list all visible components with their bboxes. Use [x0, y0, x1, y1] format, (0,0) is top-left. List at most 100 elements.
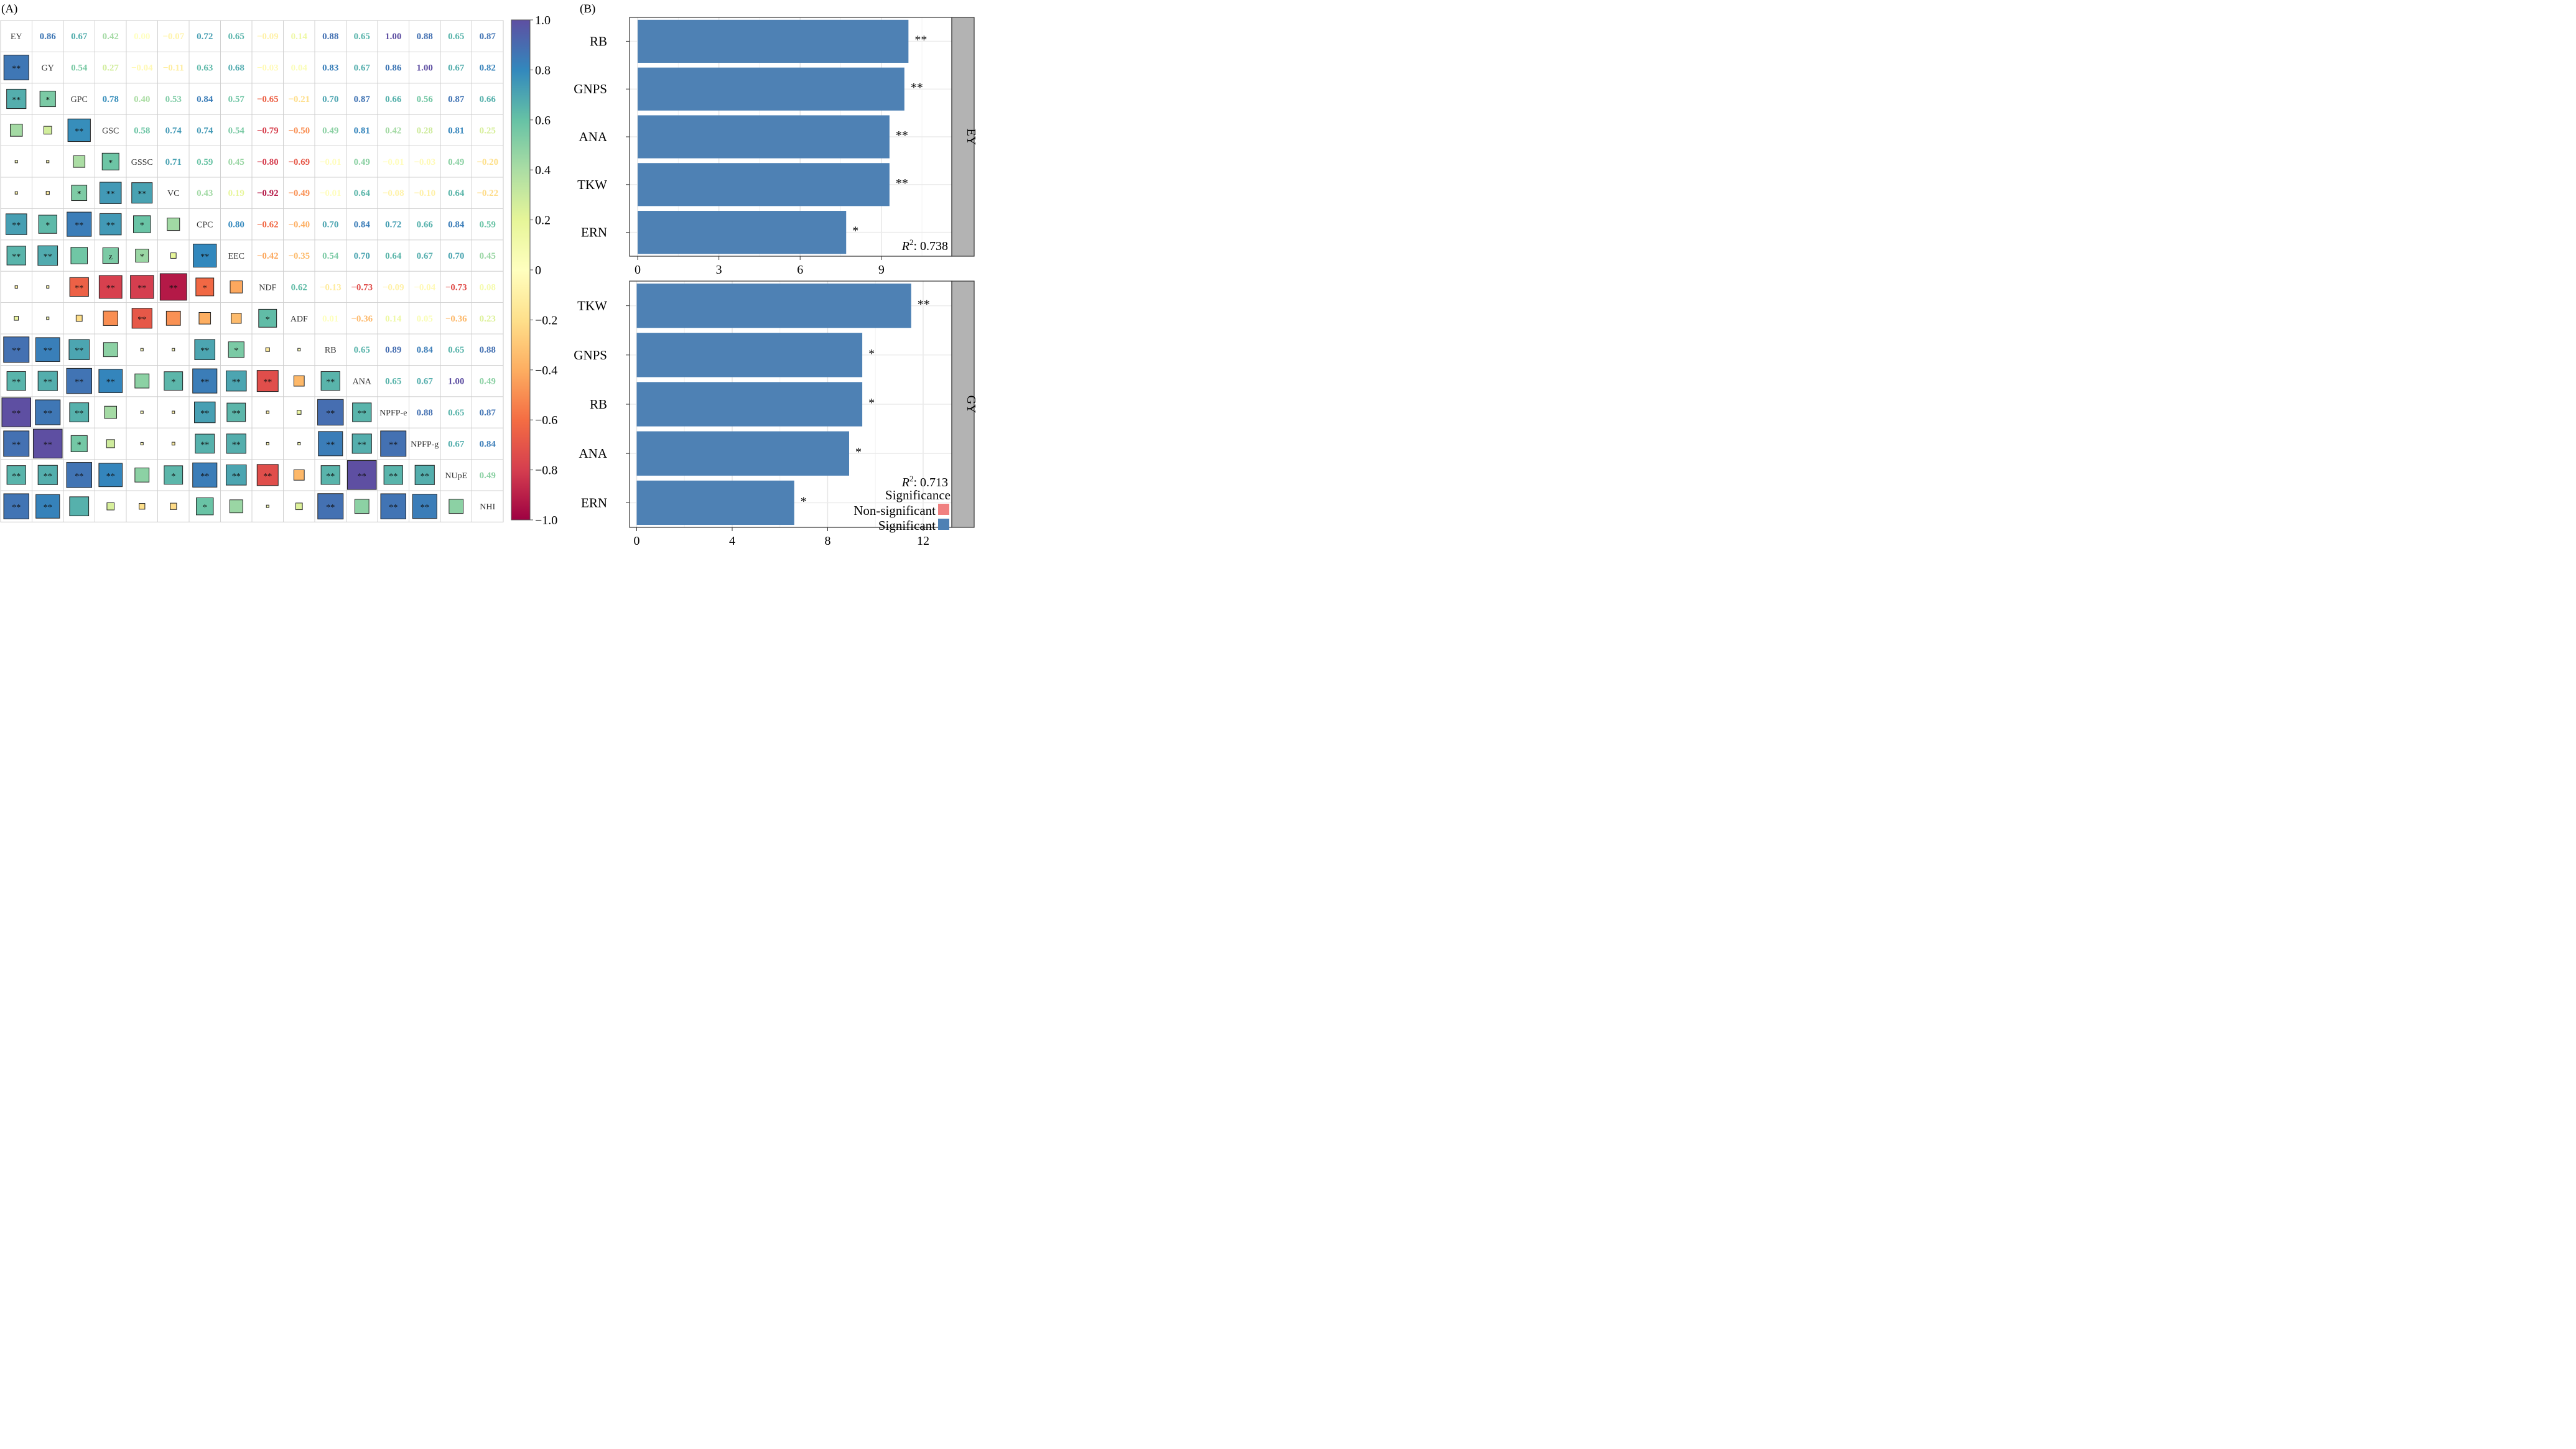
- correlation-value: 0.23: [480, 314, 496, 324]
- colorbar-tick-label: −0.2: [535, 313, 557, 327]
- significance-marker: *: [234, 346, 238, 356]
- correlation-square: [380, 430, 407, 457]
- correlation-value: 0.14: [291, 32, 308, 42]
- significance-marker: **: [326, 378, 335, 387]
- correlation-value: 0.80: [228, 220, 244, 230]
- correlation-value: 0.58: [134, 126, 150, 136]
- correlation-value: −0.10: [414, 188, 435, 198]
- variable-label: EY: [11, 32, 22, 42]
- correlation-square: [37, 371, 58, 391]
- correlation-square: [73, 155, 86, 168]
- x-tick-label: 8: [824, 534, 830, 548]
- correlation-value: 0.67: [354, 63, 371, 73]
- correlation-square: [35, 337, 60, 362]
- correlation-value: 0.87: [354, 95, 371, 104]
- facet-strip-label: EY: [964, 129, 975, 146]
- significance-marker: *: [108, 159, 113, 168]
- correlation-square: [265, 347, 270, 352]
- significance-marker: **: [326, 409, 335, 419]
- correlation-square: [135, 249, 149, 262]
- correlation-square: [3, 55, 29, 81]
- correlation-square: [98, 275, 123, 299]
- correlation-square: [67, 118, 91, 142]
- significance-marker: z: [109, 252, 113, 262]
- correlation-square: [3, 493, 29, 519]
- colorbar-tick-label: 0.6: [535, 114, 551, 127]
- correlation-value: −0.04: [131, 63, 153, 73]
- correlation-square: [192, 368, 218, 394]
- correlation-value: 0.59: [197, 157, 213, 167]
- significance-marker: **: [75, 472, 83, 481]
- variable-label: EEC: [228, 252, 244, 261]
- correlation-square: [296, 410, 302, 415]
- correlation-value: −0.92: [257, 188, 279, 198]
- correlation-value: 0.87: [448, 95, 465, 104]
- correlation-square: [318, 431, 343, 456]
- significance-marker: **: [421, 503, 429, 512]
- significance-marker: **: [44, 503, 52, 512]
- significance-marker: **: [44, 378, 52, 387]
- variable-label: ADF: [291, 315, 308, 324]
- correlation-heatmap: EY 0.86 0.67 0.42 0.00 −0.07 0.72 0.65 −0.09 0.14…: [0, 20, 504, 522]
- correlation-value: −0.01: [320, 188, 342, 198]
- correlation-value: −0.01: [383, 157, 404, 167]
- significance-marker: **: [12, 221, 21, 231]
- correlation-square: [68, 339, 90, 360]
- significance-marker: *: [45, 96, 50, 105]
- significance-marker: **: [44, 346, 52, 356]
- variable-label: RB: [325, 346, 337, 355]
- correlation-value: 0.65: [228, 32, 244, 42]
- correlation-value: −0.09: [257, 32, 279, 42]
- correlation-value: −0.03: [414, 157, 435, 167]
- correlation-value: 0.45: [228, 157, 244, 167]
- correlation-square: [266, 410, 269, 414]
- correlation-square: [46, 160, 50, 164]
- correlation-value: 0.66: [385, 95, 402, 104]
- correlation-square: [69, 402, 90, 422]
- significance-marker: **: [232, 378, 241, 387]
- significance-marker: **: [106, 378, 115, 387]
- significance-marker: **: [44, 252, 52, 262]
- correlation-value: 0.49: [322, 126, 338, 136]
- variable-label: VC: [167, 189, 179, 198]
- significance-marker: **: [75, 284, 83, 293]
- x-tick-label: 9: [878, 263, 885, 277]
- bar-category-label: TKW: [577, 177, 607, 192]
- correlation-square: [9, 124, 23, 137]
- correlation-square: [351, 433, 372, 454]
- variable-label: GPC: [71, 95, 88, 104]
- significance-marker: **: [75, 409, 83, 419]
- significance-marker: *: [140, 252, 144, 262]
- correlation-square: [320, 465, 340, 485]
- significance-marker: **: [137, 315, 146, 325]
- significance-marker: **: [389, 472, 398, 481]
- correlation-square: [231, 313, 242, 324]
- correlation-square: [70, 435, 88, 452]
- significance-marker: **: [358, 440, 366, 450]
- correlation-square: [3, 336, 30, 363]
- variable-label: GY: [42, 64, 54, 73]
- correlation-value: 0.49: [448, 157, 464, 167]
- correlation-square: [66, 462, 92, 488]
- significance-marker: **: [200, 346, 209, 356]
- significance-marker: **: [137, 190, 146, 199]
- correlation-square: [383, 465, 403, 485]
- significance-marker: **: [200, 409, 209, 419]
- correlation-square: [139, 503, 146, 510]
- correlation-square: [100, 213, 122, 236]
- r-squared: R2: 0.738: [901, 238, 948, 253]
- correlation-square: [164, 371, 184, 391]
- correlation-square: [131, 182, 153, 204]
- significance-marker: **: [12, 346, 21, 356]
- significance-marker: **: [75, 346, 83, 356]
- correlation-square: [46, 285, 50, 289]
- correlation-value: 0.62: [291, 282, 307, 292]
- colorbar-tick-label: 1.0: [535, 14, 551, 27]
- significance-marker: *: [203, 503, 207, 512]
- correlation-value: 0.45: [480, 251, 496, 261]
- correlation-square: [103, 342, 118, 358]
- correlation-value: 0.65: [354, 345, 370, 355]
- correlation-square: [35, 399, 61, 425]
- correlation-value: 0.27: [103, 63, 119, 73]
- significance-marker: **: [326, 503, 335, 512]
